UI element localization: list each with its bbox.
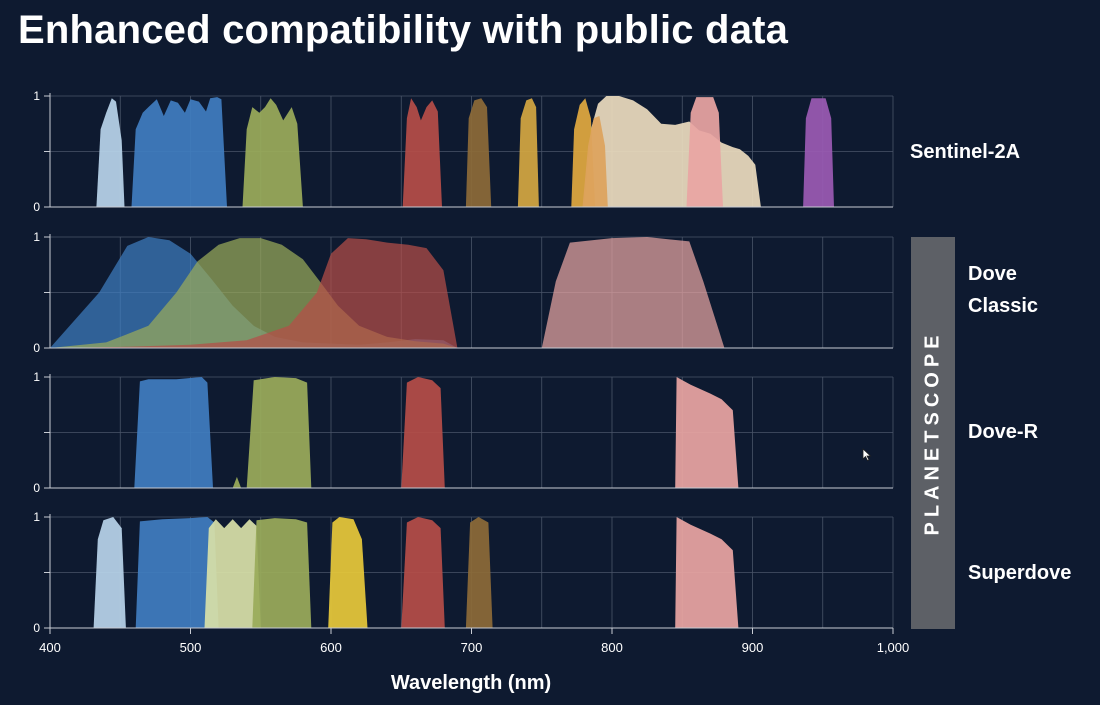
panel-label-dove-r: Dove-R	[968, 421, 1039, 443]
band-1-2	[50, 238, 458, 348]
x-tick-label: 900	[742, 640, 764, 655]
band-0-4	[465, 98, 492, 207]
band-0-6	[583, 96, 761, 207]
band-3-3	[252, 518, 312, 628]
panel-label-sentinel-2a: Sentinel-2A	[910, 141, 1021, 163]
mouse-cursor-icon	[862, 448, 872, 462]
band-3-7	[675, 517, 739, 628]
planetscope-group-label: PLANETSCOPE	[921, 330, 944, 536]
band-2-2	[401, 377, 445, 488]
y-tick-label: 1	[33, 510, 40, 524]
band-3-6	[465, 517, 493, 628]
band-1-0	[50, 237, 458, 348]
band-0-5	[517, 98, 539, 207]
panel-label-dove-classic: Dove Classic	[968, 263, 1039, 317]
band-0-3	[402, 98, 442, 207]
x-tick-label: 600	[320, 640, 342, 655]
planetscope-group-bar	[911, 237, 955, 629]
y-tick-label: 1	[33, 370, 40, 384]
band-0-2	[242, 98, 303, 207]
band-3-4	[328, 517, 368, 628]
band-0-1	[131, 97, 227, 207]
x-tick-label: 1,000	[877, 640, 910, 655]
x-tick-label: 700	[461, 640, 483, 655]
band-3-2	[204, 519, 261, 628]
y-tick-label: 1	[33, 89, 40, 103]
band-3-0	[93, 517, 126, 628]
panel-3: 01	[33, 510, 894, 635]
x-tick-label: 400	[39, 640, 61, 655]
band-2-1	[232, 377, 312, 488]
panel-label-superdove: Superdove	[968, 562, 1072, 584]
panel-0: 01	[33, 89, 894, 214]
x-axis-label: Wavelength (nm)	[390, 672, 552, 694]
y-tick-label: 0	[33, 621, 40, 635]
x-tick-label: 500	[180, 640, 202, 655]
band-0-9	[686, 97, 723, 207]
x-tick-label: 800	[601, 640, 623, 655]
band-0-8	[582, 116, 608, 207]
y-tick-label: 0	[33, 481, 40, 495]
band-0-10	[803, 98, 834, 207]
band-3-5	[401, 517, 445, 628]
y-tick-label: 0	[33, 341, 40, 355]
page-title: Enhanced compatibility with public data	[18, 8, 789, 52]
band-0-0	[96, 98, 125, 207]
panel-2: 01	[33, 370, 894, 495]
band-2-3	[675, 377, 739, 488]
band-2-0	[134, 377, 213, 488]
y-tick-label: 1	[33, 230, 40, 244]
panel-1: 01	[33, 230, 894, 355]
band-1-3	[541, 237, 725, 348]
y-tick-label: 0	[33, 200, 40, 214]
band-3-1	[135, 517, 219, 628]
band-1-1	[50, 238, 458, 348]
